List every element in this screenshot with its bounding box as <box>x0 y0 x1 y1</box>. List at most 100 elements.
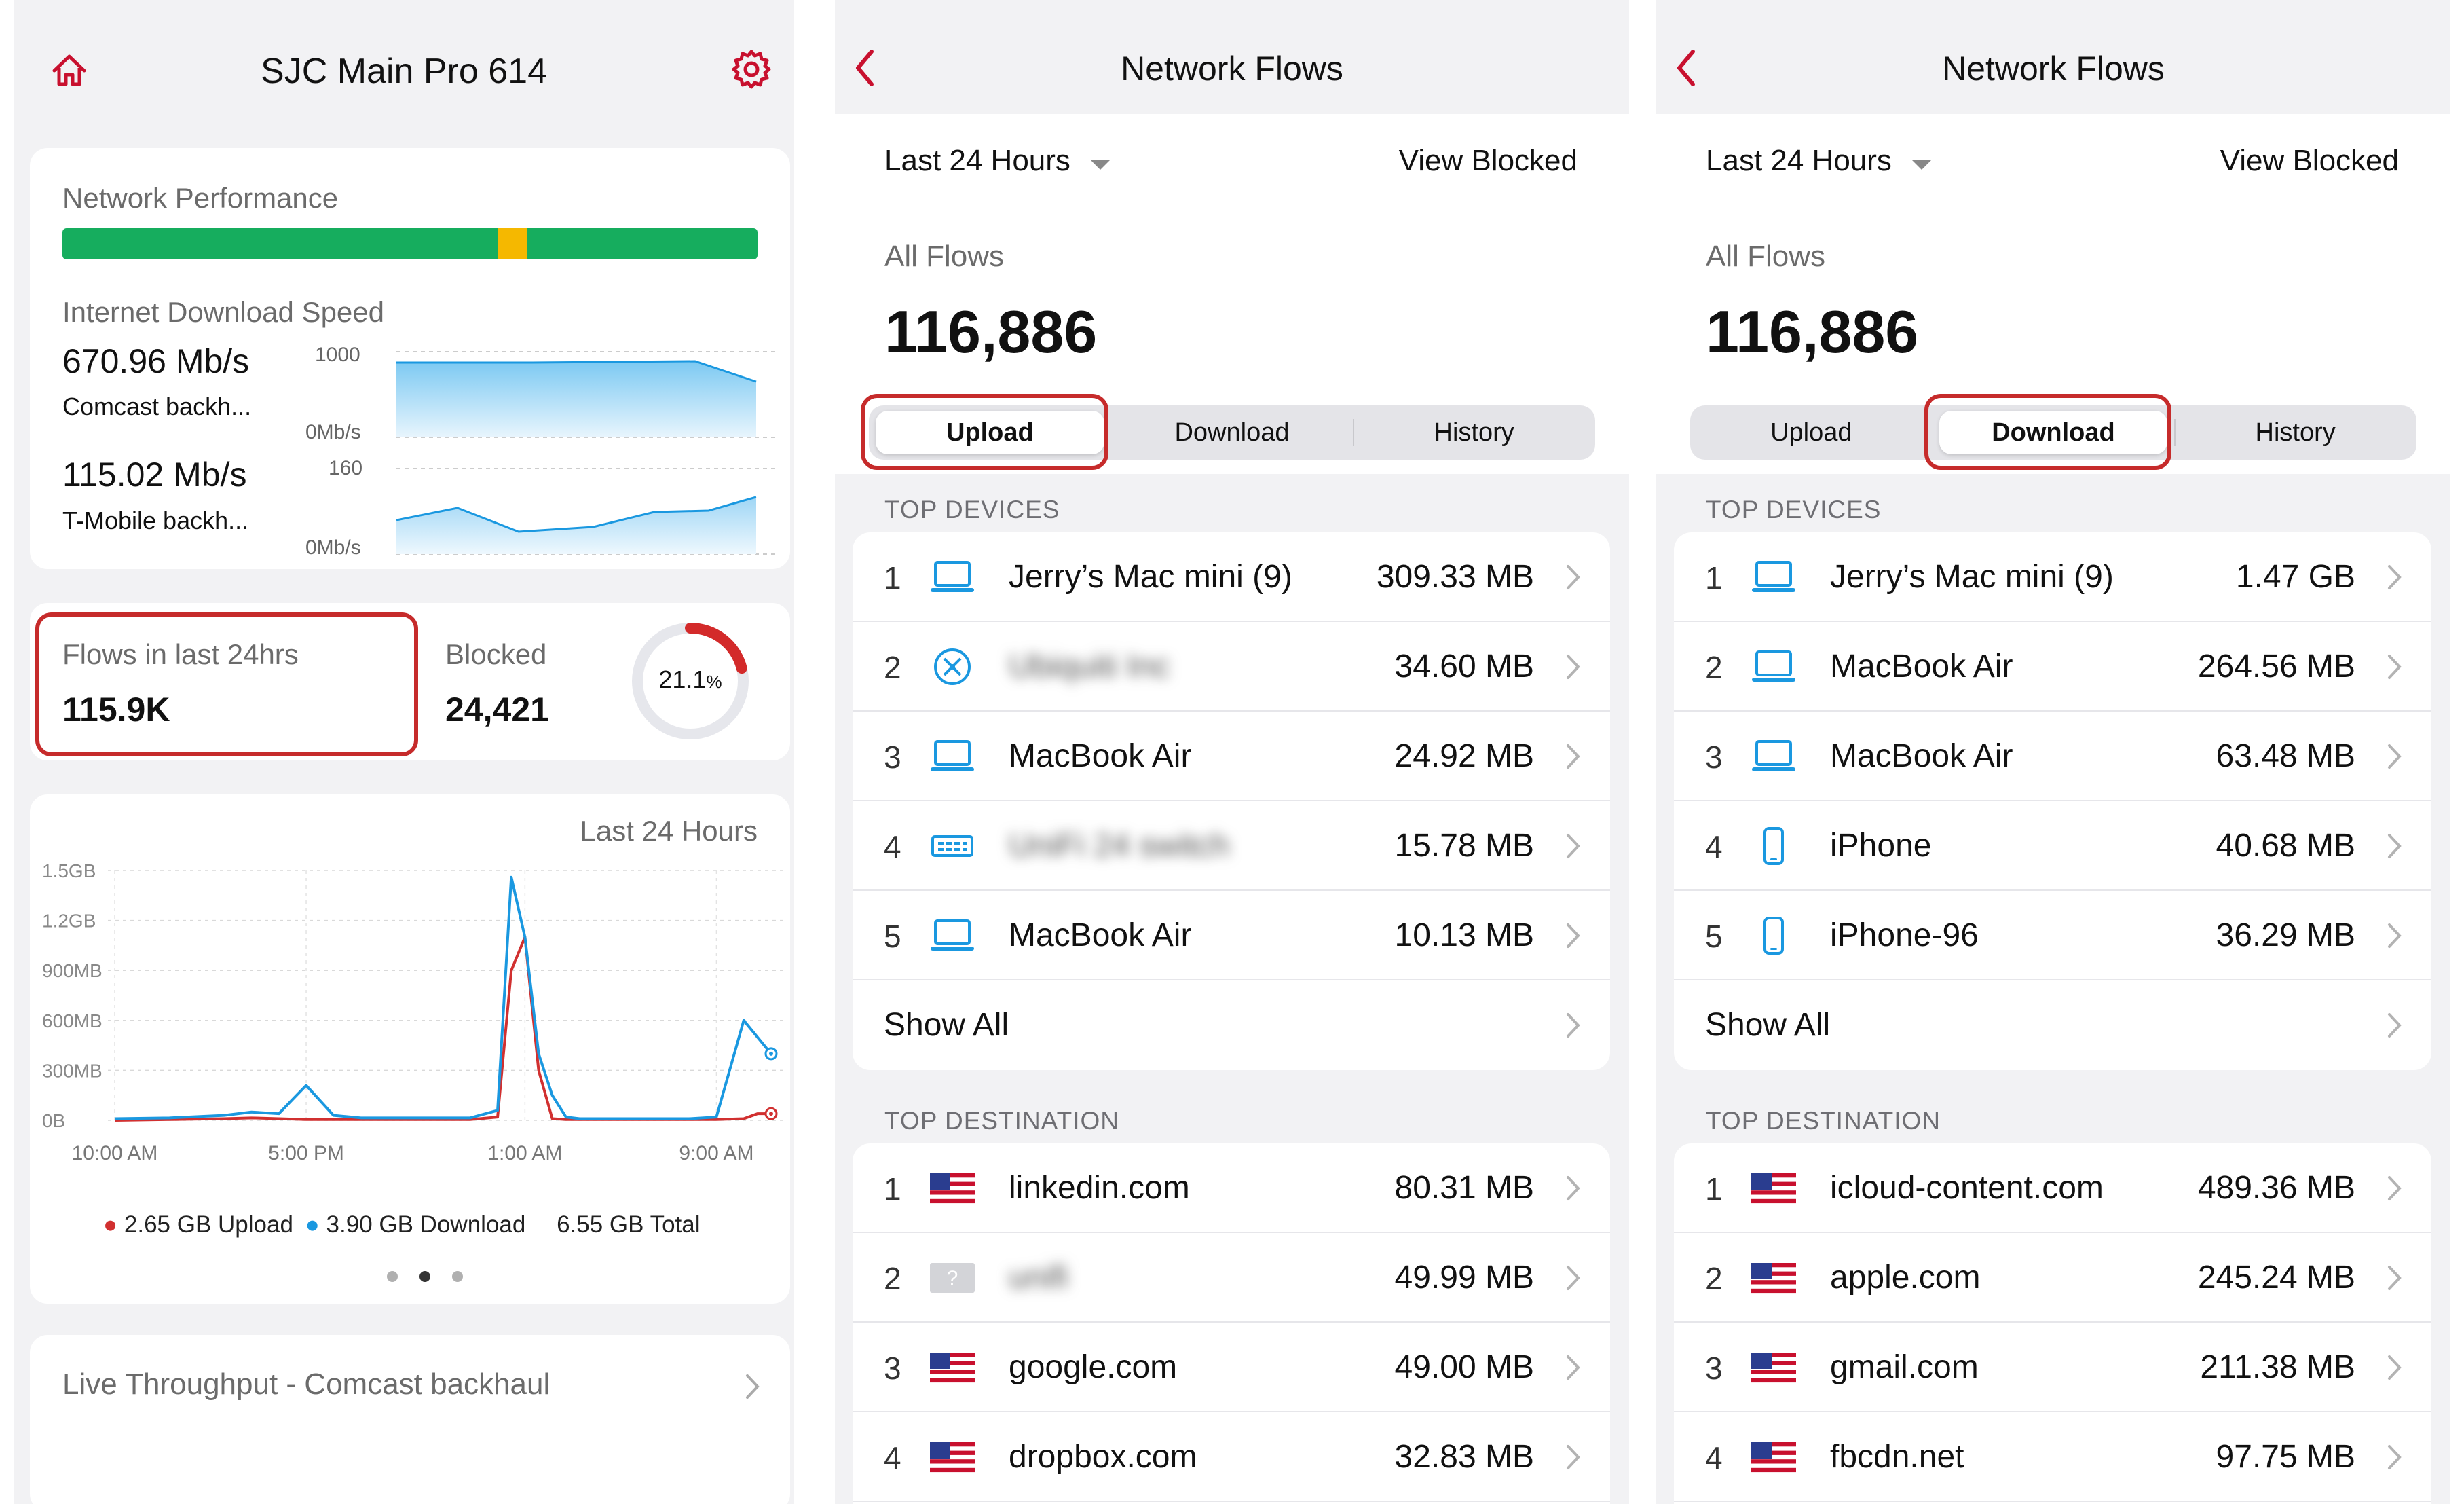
destination-row[interactable]: 2 apple.com 245.24 MB <box>1674 1233 2431 1323</box>
device-row[interactable]: 5 MacBook Air 10.13 MB <box>853 891 1610 980</box>
switch-icon <box>929 827 976 865</box>
laptop-icon <box>929 737 976 775</box>
destination-row[interactable]: 1 icloud-content.com 489.36 MB <box>1674 1143 2431 1233</box>
device-row[interactable]: 2 Ubiquiti Inc 34.60 MB <box>853 622 1610 712</box>
tab-upload[interactable]: Upload <box>1770 418 1852 447</box>
secondary-link-name: T-Mobile backh... <box>62 507 249 534</box>
all-flows-label: All Flows <box>884 240 1005 273</box>
row-divider <box>1674 1411 2431 1412</box>
back-chevron-icon[interactable] <box>851 46 878 90</box>
view-blocked-link[interactable]: View Blocked <box>1398 144 1578 177</box>
device-name: MacBook Air <box>1009 738 1192 774</box>
active-tab-highlight-box <box>861 394 1108 470</box>
page-dot[interactable] <box>387 1271 398 1282</box>
flow-type-segmented-control[interactable]: Upload Download History <box>1690 405 2416 460</box>
chevron-down-icon <box>1089 145 1111 179</box>
top-devices-heading: TOP DEVICES <box>1706 496 1882 524</box>
destination-name: google.com <box>1009 1349 1178 1385</box>
device-row[interactable]: 4 iPhone 40.68 MB <box>1674 801 2431 891</box>
us-flag-icon <box>1750 1438 1797 1498</box>
flows-value: 115.9K <box>62 691 170 729</box>
destination-row[interactable]: 1 linkedin.com 80.31 MB <box>853 1143 1610 1233</box>
row-divider <box>853 1501 1610 1502</box>
destination-row[interactable]: 4 dropbox.com 32.83 MB <box>853 1412 1610 1502</box>
device-row[interactable]: 4 UniFi 24 switch 15.78 MB <box>853 801 1610 891</box>
destination-rank: 2 <box>1705 1261 1723 1296</box>
destination-usage: 49.99 MB <box>1394 1260 1534 1296</box>
page-dot[interactable] <box>452 1271 463 1282</box>
device-usage: 63.48 MB <box>2216 738 2355 774</box>
active-tab-highlight-box <box>1924 394 2172 470</box>
device-row[interactable]: 5 iPhone-96 36.29 MB <box>1674 891 2431 980</box>
tab-history[interactable]: History <box>1434 418 1514 447</box>
destination-name: apple.com <box>1830 1260 1981 1296</box>
show-all-row[interactable]: Show All <box>853 980 1610 1070</box>
view-blocked-link[interactable]: View Blocked <box>2220 144 2399 177</box>
destination-name: gmail.com <box>1830 1349 1979 1385</box>
chevron-right-icon <box>1565 564 1582 591</box>
flows-summary-card[interactable]: Flows in last 24hrs 115.9K Blocked 24,42… <box>30 603 790 760</box>
tab-download[interactable]: Download <box>1939 411 2168 454</box>
page-indicator[interactable] <box>383 1270 464 1283</box>
destination-rank: 4 <box>1705 1440 1723 1475</box>
blocked-value: 24,421 <box>445 691 549 729</box>
gear-icon[interactable] <box>730 48 773 91</box>
show-all-row[interactable]: Show All <box>1674 980 2431 1070</box>
destination-rank: 2 <box>884 1261 901 1296</box>
tab-history[interactable]: History <box>2255 418 2336 447</box>
blocked-label: Blocked <box>445 638 547 670</box>
time-range-dropdown[interactable]: Last 24 Hours <box>884 144 1111 179</box>
device-rank: 1 <box>884 560 901 595</box>
live-throughput-card[interactable]: Live Throughput - Comcast backhaul <box>30 1335 790 1504</box>
device-row[interactable]: 1 Jerry’s Mac mini (9) 1.47 GB <box>1674 532 2431 622</box>
tab-download[interactable]: Download <box>1174 418 1290 447</box>
segment-divider <box>2174 419 2176 446</box>
destination-row[interactable]: 3 google.com 49.00 MB <box>853 1323 1610 1412</box>
device-rank: 5 <box>1705 919 1723 954</box>
laptop-icon <box>1750 558 1797 596</box>
legend-download: 3.90 GB Download <box>326 1211 526 1238</box>
destination-row[interactable]: 4 fbcdn.net 97.75 MB <box>1674 1412 2431 1502</box>
download-speed-label: Internet Download Speed <box>62 296 384 328</box>
device-name: MacBook Air <box>1009 917 1192 953</box>
top-destination-heading: TOP DESTINATION <box>884 1107 1119 1135</box>
device-rank: 4 <box>1705 829 1723 864</box>
live-throughput-label: Live Throughput - Comcast backhaul <box>62 1368 550 1401</box>
device-row[interactable]: 1 Jerry’s Mac mini (9) 309.33 MB <box>853 532 1610 622</box>
svg-text:?: ? <box>947 1267 958 1289</box>
device-row[interactable]: 3 MacBook Air 24.92 MB <box>853 712 1610 801</box>
top-devices-list: 1 Jerry’s Mac mini (9) 1.47 GB 2 MacBook Air… <box>1674 532 2431 1070</box>
device-usage: 15.78 MB <box>1394 828 1534 864</box>
flows-label: Flows in last 24hrs <box>62 638 299 670</box>
row-divider <box>1674 710 2431 712</box>
chevron-right-icon <box>2387 922 2403 949</box>
back-chevron-icon[interactable] <box>1673 46 1700 90</box>
tab-upload[interactable]: Upload <box>876 411 1104 454</box>
legend-upload-dot: ● <box>103 1211 118 1238</box>
page-dot-active[interactable] <box>419 1271 430 1282</box>
device-usage: 309.33 MB <box>1376 559 1534 595</box>
show-all-label: Show All <box>1705 1007 1831 1043</box>
phone-icon <box>1750 827 1797 865</box>
row-divider <box>853 1321 1610 1323</box>
destination-row[interactable]: 2? unifi 49.99 MB <box>853 1233 1610 1323</box>
y-tick-label: 600MB <box>42 1010 102 1031</box>
network-performance-label: Network Performance <box>62 182 339 214</box>
device-usage: 264.56 MB <box>2197 648 2355 684</box>
home-icon[interactable] <box>49 50 90 91</box>
network-performance-card[interactable]: Network Performance Internet Download Sp… <box>30 148 790 569</box>
device-row[interactable]: 3 MacBook Air 63.48 MB <box>1674 712 2431 801</box>
device-row[interactable]: 2 MacBook Air 264.56 MB <box>1674 622 2431 712</box>
device-name: MacBook Air <box>1830 648 2013 684</box>
destination-name: unifi <box>1009 1260 1069 1296</box>
destination-row[interactable]: 3 gmail.com 211.38 MB <box>1674 1323 2431 1412</box>
download-series-line <box>114 875 772 1120</box>
segment-divider <box>1353 419 1355 446</box>
y-tick-label: 900MB <box>42 960 102 981</box>
usage-chart-card[interactable]: Last 24 Hours 0B 300MB 600MB 900MB 1.2GB 1.5G… <box>30 794 790 1304</box>
time-range-dropdown[interactable]: Last 24 Hours <box>1706 144 1933 179</box>
show-all-label: Show All <box>884 1007 1009 1043</box>
flow-type-segmented-control[interactable]: Upload Download History <box>869 405 1595 460</box>
device-name: iPhone <box>1830 828 1932 864</box>
destination-rank: 3 <box>1705 1351 1723 1386</box>
